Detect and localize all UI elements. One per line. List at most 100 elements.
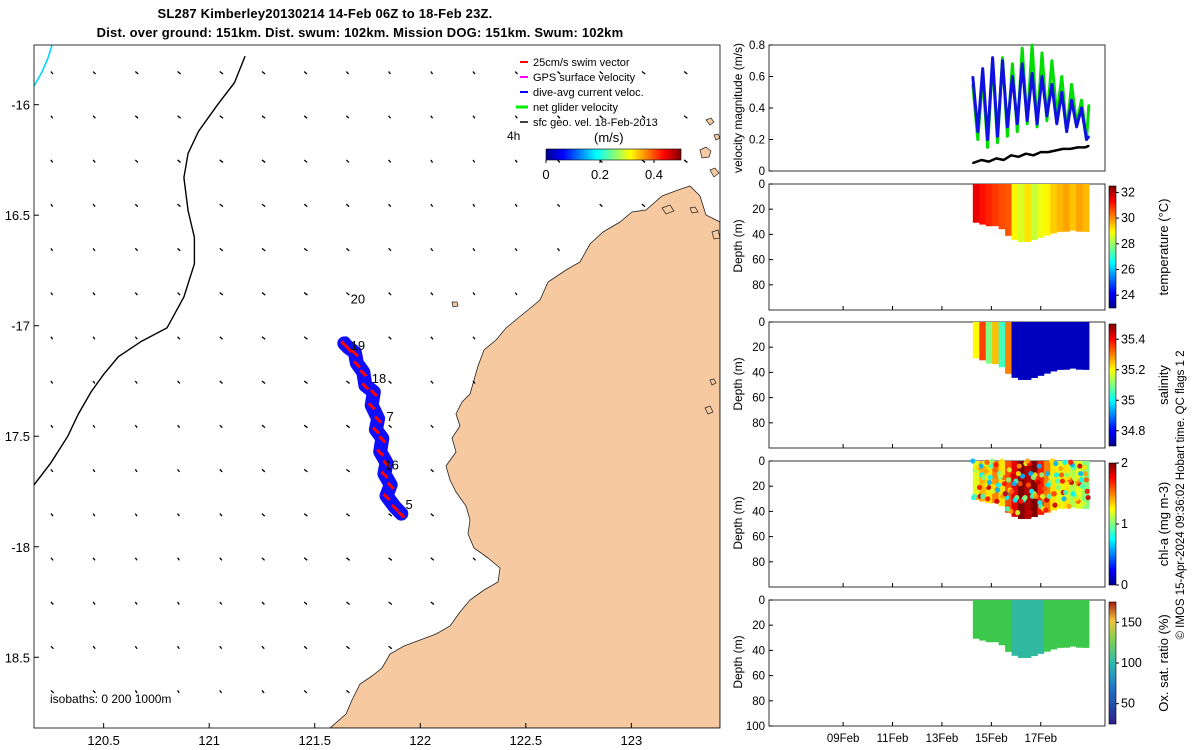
swim-vector	[361, 382, 370, 391]
chl-sample	[1033, 493, 1039, 499]
velocity-vector	[388, 203, 392, 208]
section-column	[1017, 184, 1025, 242]
velocity-vector	[388, 336, 392, 340]
chl-sample	[1035, 479, 1041, 486]
velocity-vector	[303, 557, 308, 561]
map-legend: 25cm/s swim vector GPS surface velocity …	[507, 57, 682, 182]
chl-sample	[1070, 491, 1076, 497]
section-column	[972, 322, 980, 359]
map-x-tick-label: 120.5	[87, 733, 120, 748]
section-column	[1024, 184, 1032, 242]
velocity-vector	[303, 336, 308, 340]
map-x-tick-label: 123	[620, 733, 642, 748]
chl-sample	[1011, 481, 1017, 487]
map-x-ticks: 120.5 121 121.5 122 122.5 123	[87, 723, 642, 748]
velocity-vector	[303, 601, 308, 606]
velocity-vector	[641, 203, 646, 208]
velocity-vector	[388, 645, 393, 650]
chl-sample	[1012, 497, 1018, 503]
velocity-vector	[345, 71, 350, 75]
section-column	[1005, 461, 1013, 513]
map-x-tick-label: 121.5	[298, 733, 331, 748]
chl-sample	[1073, 476, 1079, 482]
velocity-vector	[599, 115, 604, 119]
velocity-vector	[345, 380, 350, 384]
velocity-vector	[134, 690, 138, 694]
map-y-tick-label: -17	[11, 319, 30, 334]
section-column	[1037, 322, 1045, 376]
velocity-point	[1006, 126, 1009, 128]
chl-sample	[1054, 478, 1061, 484]
chl-sample	[990, 483, 997, 489]
section-column	[985, 184, 993, 227]
section-x-tick-label: 17Feb	[1024, 733, 1057, 745]
chl-sample	[1077, 463, 1083, 469]
velocity-vector	[219, 690, 223, 694]
velocity-vector	[50, 159, 54, 163]
map-y-tick-label: 18.5	[5, 650, 30, 665]
velocity-vector	[134, 203, 139, 208]
velocity-vector	[177, 557, 180, 561]
chl-sample	[1022, 494, 1028, 501]
swim-vector	[382, 459, 391, 468]
day-label: 7	[386, 409, 393, 424]
section-column	[1056, 184, 1064, 232]
velocity-vector	[472, 115, 476, 119]
section-y-tick-label: 0	[759, 595, 765, 607]
section-ylabel: Depth (m)	[731, 219, 745, 272]
velocity-point	[1088, 145, 1090, 147]
chl-sample	[987, 474, 993, 480]
chl-sample	[1063, 472, 1070, 478]
section-y-tick-label: 20	[752, 342, 765, 354]
section-column	[979, 184, 987, 225]
velocity-vector	[430, 468, 434, 473]
velocity-point	[1080, 99, 1083, 101]
legend-entry-sfc-geo: sfc geo. vel. 18-Feb-2013	[520, 117, 658, 129]
velocity-vector	[177, 203, 181, 208]
section-y-tick-label: 20	[752, 481, 765, 493]
chl-sample	[1016, 463, 1022, 469]
velocity-vector	[345, 645, 350, 650]
velocity-point	[1001, 56, 1004, 59]
chl-sample	[984, 459, 990, 465]
chl-sample	[1029, 488, 1035, 494]
velocity-vector	[134, 336, 138, 340]
velocity-vector	[514, 247, 518, 252]
section-column	[1043, 184, 1051, 236]
velocity-point	[996, 135, 999, 138]
chl-sample	[1085, 494, 1091, 501]
velocity-vector	[430, 247, 434, 252]
velocity-point	[1046, 119, 1048, 122]
chl-sample	[1053, 460, 1059, 467]
section-y-tick-label: 40	[752, 645, 765, 657]
section-colorbar-tick-label: 34.8	[1121, 424, 1145, 438]
velocity-vector	[261, 71, 266, 75]
velocity-point	[1016, 122, 1019, 125]
swim-vector	[382, 492, 391, 501]
chl-sample	[986, 479, 993, 486]
chl-sample	[992, 467, 998, 473]
section-x-tick-label: 13Feb	[926, 733, 959, 745]
velocity-vector	[177, 71, 182, 75]
velocity-vector	[177, 336, 181, 340]
velocity-vector	[303, 424, 308, 429]
chl-sample	[1045, 482, 1051, 488]
swim-vector	[367, 402, 376, 411]
chl-sample	[1058, 472, 1065, 478]
section-column	[1063, 600, 1071, 648]
velocity-point	[1075, 126, 1078, 128]
section-y-tick-label: 100	[746, 721, 765, 733]
velocity-point	[1026, 122, 1028, 125]
chl-sample	[993, 462, 999, 468]
velocity-vector	[430, 513, 435, 517]
velocity-vector	[50, 115, 54, 119]
velocity-panel: 0 0.2 0.4 0.6 0.8 velocity magnitude (m/s)	[731, 40, 1106, 178]
swim-vector	[369, 388, 378, 398]
section-panel-0: 0 20 40 60 80 Depth (m) 24 26 28 30 32 temperature …	[731, 179, 1171, 311]
chl-sample	[1001, 481, 1007, 487]
legend-entry-swim: 25cm/s swim vector	[520, 57, 630, 69]
chl-sample	[1061, 496, 1067, 502]
section-variable-label: chl-a (mg m-3)	[1156, 482, 1171, 567]
velocity-point	[1062, 148, 1064, 150]
section-colorbar	[1108, 601, 1117, 725]
